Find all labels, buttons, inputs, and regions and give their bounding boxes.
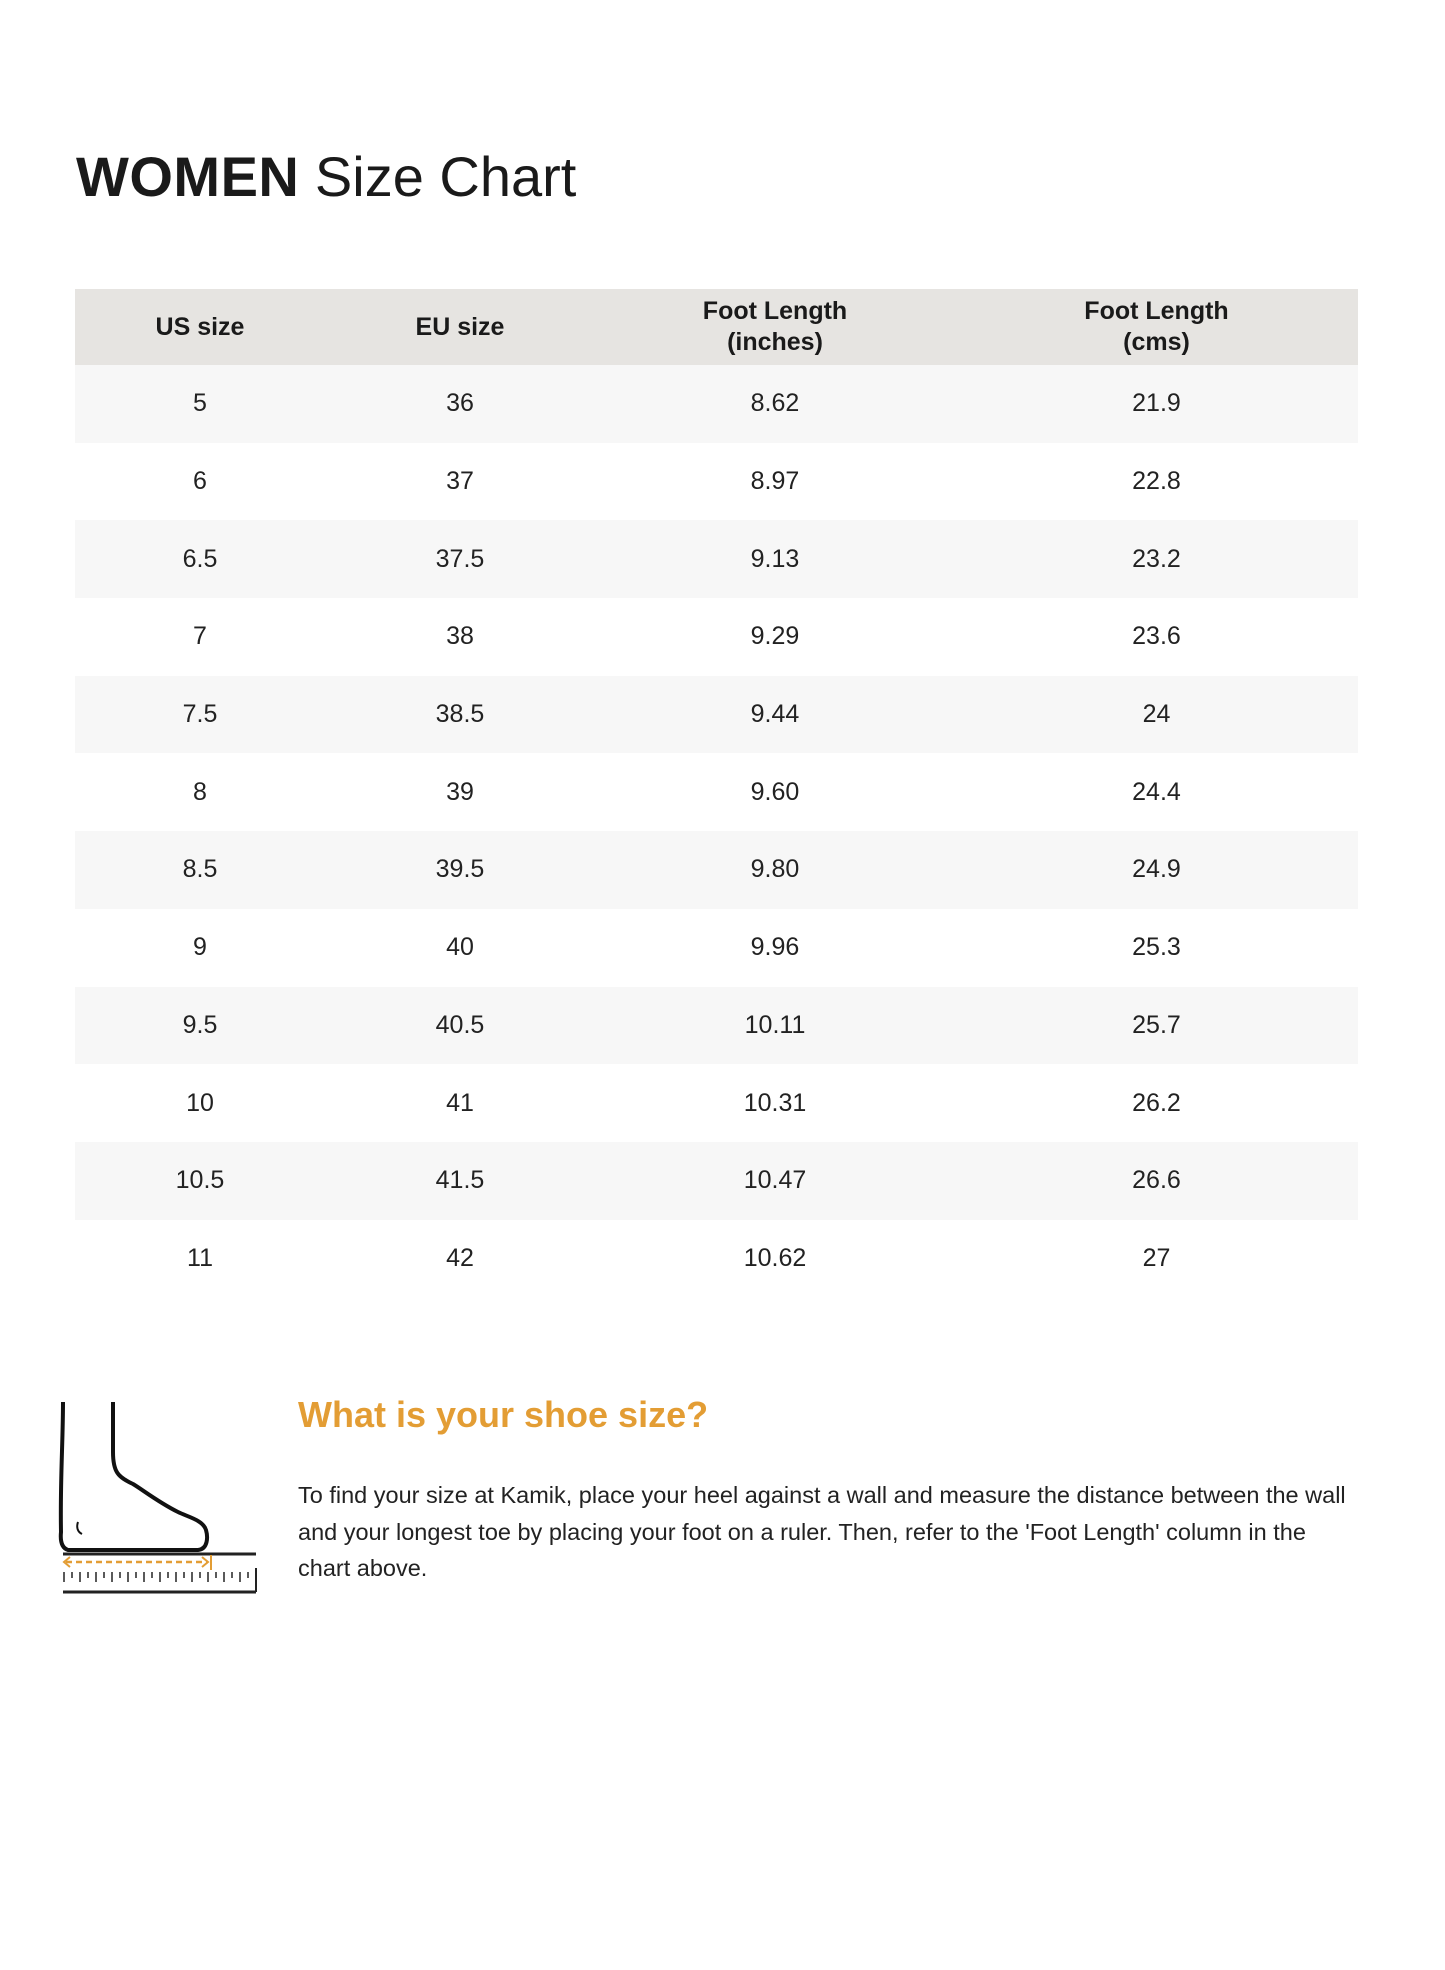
table-row: 7.5 38.5 9.44 24 <box>75 675 1358 754</box>
cell-foot-length-cms: 27 <box>1142 1243 1171 1272</box>
header-foot-length-inches: Foot Length (inches) <box>595 289 955 365</box>
cell-foot-length-cms: 24.4 <box>1132 777 1181 806</box>
cell-foot-length-cms: 24 <box>955 675 1358 754</box>
cell-foot-length-inches: 9.44 <box>595 675 955 754</box>
cell-us-size: 5 <box>75 365 325 443</box>
cell-foot-length-inches: 9.60 <box>750 777 800 806</box>
cell-foot-length-inches: 8.62 <box>595 365 955 443</box>
cell-foot-length-inches: 10.47 <box>595 1141 955 1220</box>
cell-eu-size: 39 <box>446 777 474 806</box>
cell-eu-size: 36 <box>325 365 595 443</box>
title-bold: WOMEN <box>76 145 300 208</box>
help-text: To find your size at Kamik, place your h… <box>298 1482 1346 1581</box>
table-row: 11 42 10.62 27 <box>75 1220 1358 1298</box>
cell-eu-size: 42 <box>446 1243 474 1272</box>
cell-eu-size: 41.5 <box>325 1141 595 1220</box>
page-title: WOMEN Size Chart <box>76 142 576 212</box>
cell-foot-length-cms: 21.9 <box>955 365 1358 443</box>
cell-us-size: 6.5 <box>75 520 325 599</box>
table-row: 9 40 9.96 25.3 <box>75 909 1358 987</box>
cell-foot-length-cms: 22.8 <box>1132 467 1181 496</box>
title-rest: Size Chart <box>314 145 577 208</box>
cell-eu-size: 40 <box>446 933 474 962</box>
table-row: 9.5 40.5 10.11 25.7 <box>75 986 1358 1065</box>
cell-foot-length-inches: 8.97 <box>750 467 800 496</box>
size-chart-table: US size EU size Foot Length (inches) Foot… <box>75 289 1358 1297</box>
cell-us-size: 7.5 <box>75 675 325 754</box>
table-row: 8 39 9.60 24.4 <box>75 753 1358 831</box>
cell-foot-length-inches: 10.11 <box>595 986 955 1065</box>
cell-us-size: 11 <box>187 1243 213 1272</box>
cell-foot-length-inches: 10.31 <box>743 1088 807 1117</box>
cell-us-size: 10 <box>186 1088 214 1117</box>
cell-us-size: 9 <box>193 933 207 962</box>
cell-foot-length-inches: 9.80 <box>595 831 955 909</box>
cell-us-size: 8 <box>193 777 207 806</box>
cell-foot-length-cms: 25.7 <box>955 986 1358 1065</box>
table-row: 10.5 41.5 10.47 26.6 <box>75 1141 1358 1220</box>
cell-eu-size: 38.5 <box>325 675 595 754</box>
table-row: 5 36 8.62 21.9 <box>75 365 1358 443</box>
header-foot-length-cms: Foot Length (cms) <box>955 289 1358 365</box>
help-heading: What is your shoe size? <box>298 1394 709 1435</box>
table-row: 6.5 37.5 9.13 23.2 <box>75 520 1358 599</box>
table-row: 7 38 9.29 23.6 <box>75 598 1358 676</box>
cell-foot-length-inches: 9.96 <box>750 933 800 962</box>
table-row: 10 41 10.31 26.2 <box>75 1064 1358 1142</box>
cell-eu-size: 37 <box>446 467 474 496</box>
cell-foot-length-cms: 26.6 <box>955 1141 1358 1220</box>
cell-eu-size: 39.5 <box>325 831 595 909</box>
cell-foot-length-cms: 25.3 <box>1132 933 1181 962</box>
cell-eu-size: 37.5 <box>325 520 595 599</box>
cell-foot-length-cms: 24.9 <box>955 831 1358 909</box>
cell-foot-length-cms: 23.2 <box>955 520 1358 599</box>
cell-us-size: 7 <box>193 622 207 651</box>
table-header-row: US size EU size Foot Length (inches) Foot… <box>75 289 1358 365</box>
header-us-size: US size <box>75 289 325 365</box>
cell-foot-length-inches: 10.62 <box>743 1243 807 1272</box>
cell-foot-length-inches: 9.29 <box>750 622 800 651</box>
cell-eu-size: 38 <box>446 622 474 651</box>
table-row: 8.5 39.5 9.80 24.9 <box>75 831 1358 909</box>
cell-us-size: 10.5 <box>75 1141 325 1220</box>
foot-on-ruler-icon <box>58 1402 257 1594</box>
header-eu-size: EU size <box>325 289 595 365</box>
cell-eu-size: 41 <box>446 1088 474 1117</box>
cell-foot-length-inches: 9.13 <box>595 520 955 599</box>
cell-foot-length-cms: 23.6 <box>1132 622 1181 651</box>
table-row: 6 37 8.97 22.8 <box>75 443 1358 521</box>
cell-us-size: 6 <box>193 467 207 496</box>
cell-us-size: 8.5 <box>75 831 325 909</box>
cell-eu-size: 40.5 <box>325 986 595 1065</box>
cell-us-size: 9.5 <box>75 986 325 1065</box>
cell-foot-length-cms: 26.2 <box>1132 1088 1181 1117</box>
